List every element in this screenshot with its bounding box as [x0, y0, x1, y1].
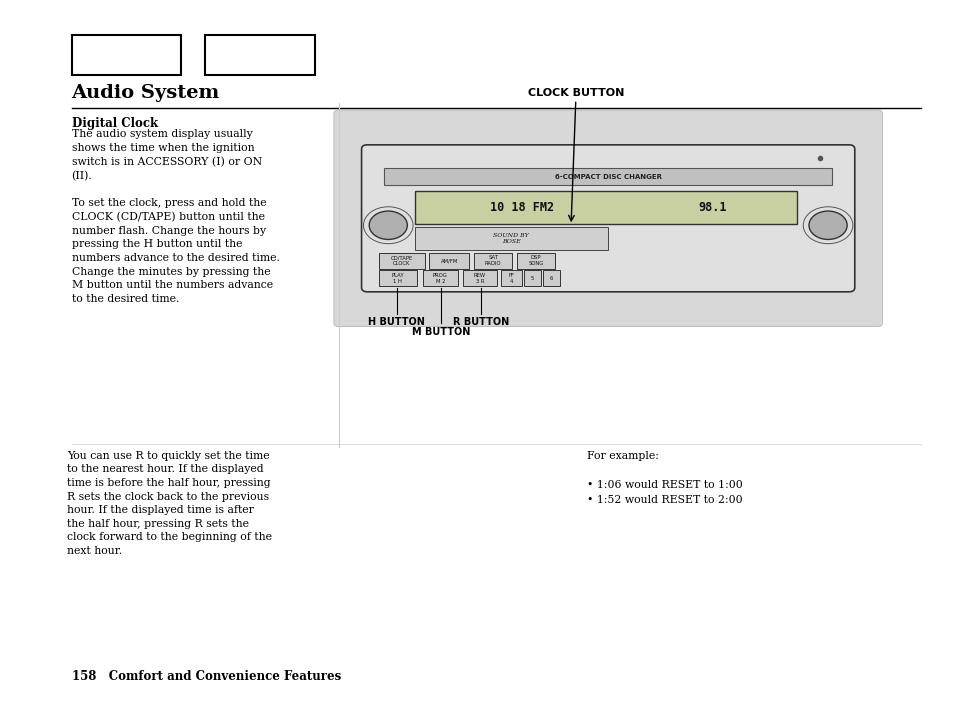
Circle shape — [369, 211, 407, 239]
Text: AM/FM: AM/FM — [440, 258, 457, 263]
Bar — [384, 168, 831, 185]
FancyBboxPatch shape — [334, 110, 882, 327]
Text: Audio System: Audio System — [71, 84, 219, 102]
Text: Digital Clock: Digital Clock — [71, 117, 157, 130]
Bar — [71, 36, 181, 75]
Text: SAT
RADIO: SAT RADIO — [484, 256, 501, 266]
Text: M BUTTON: M BUTTON — [411, 327, 470, 337]
Bar — [523, 271, 540, 286]
Text: FF
4: FF 4 — [508, 273, 514, 283]
Text: You can use R to quickly set the time
to the nearest hour. If the displayed
time: You can use R to quickly set the time to… — [67, 451, 272, 556]
Text: CD/TAPE
CLOCK: CD/TAPE CLOCK — [390, 256, 413, 266]
Text: DSP
SONG: DSP SONG — [528, 256, 543, 266]
Text: R BUTTON: R BUTTON — [453, 317, 508, 327]
Text: PLAY
1 H: PLAY 1 H — [391, 273, 404, 283]
Text: CLOCK BUTTON: CLOCK BUTTON — [527, 88, 623, 98]
Text: SOUND BY
BOSE: SOUND BY BOSE — [493, 233, 529, 244]
Bar — [205, 36, 314, 75]
Bar — [415, 226, 607, 250]
Text: The audio system display usually
shows the time when the ignition
switch is in A: The audio system display usually shows t… — [71, 129, 279, 304]
Bar — [378, 253, 424, 269]
Text: 158   Comfort and Convenience Features: 158 Comfort and Convenience Features — [71, 670, 340, 683]
Text: 6-COMPACT DISC CHANGER: 6-COMPACT DISC CHANGER — [554, 174, 661, 180]
Text: H BUTTON: H BUTTON — [368, 317, 425, 327]
Bar — [415, 190, 796, 224]
Bar — [474, 253, 512, 269]
Bar — [542, 271, 559, 286]
Text: 98.1: 98.1 — [698, 201, 726, 214]
Text: For example:

• 1:06 would RESET to 1:00
• 1:52 would RESET to 2:00: For example: • 1:06 would RESET to 1:00 … — [586, 451, 741, 506]
Circle shape — [808, 211, 846, 239]
Bar — [429, 253, 469, 269]
Text: 5: 5 — [530, 275, 534, 280]
Text: 6: 6 — [549, 275, 553, 280]
Bar — [462, 271, 497, 286]
Bar — [517, 253, 555, 269]
Bar — [422, 271, 457, 286]
FancyBboxPatch shape — [361, 145, 854, 292]
Bar — [500, 271, 521, 286]
Text: PROG
M 2: PROG M 2 — [433, 273, 447, 283]
Bar — [378, 271, 416, 286]
Text: REW
3 R: REW 3 R — [474, 273, 485, 283]
Text: 10 18 FM2: 10 18 FM2 — [489, 201, 554, 214]
